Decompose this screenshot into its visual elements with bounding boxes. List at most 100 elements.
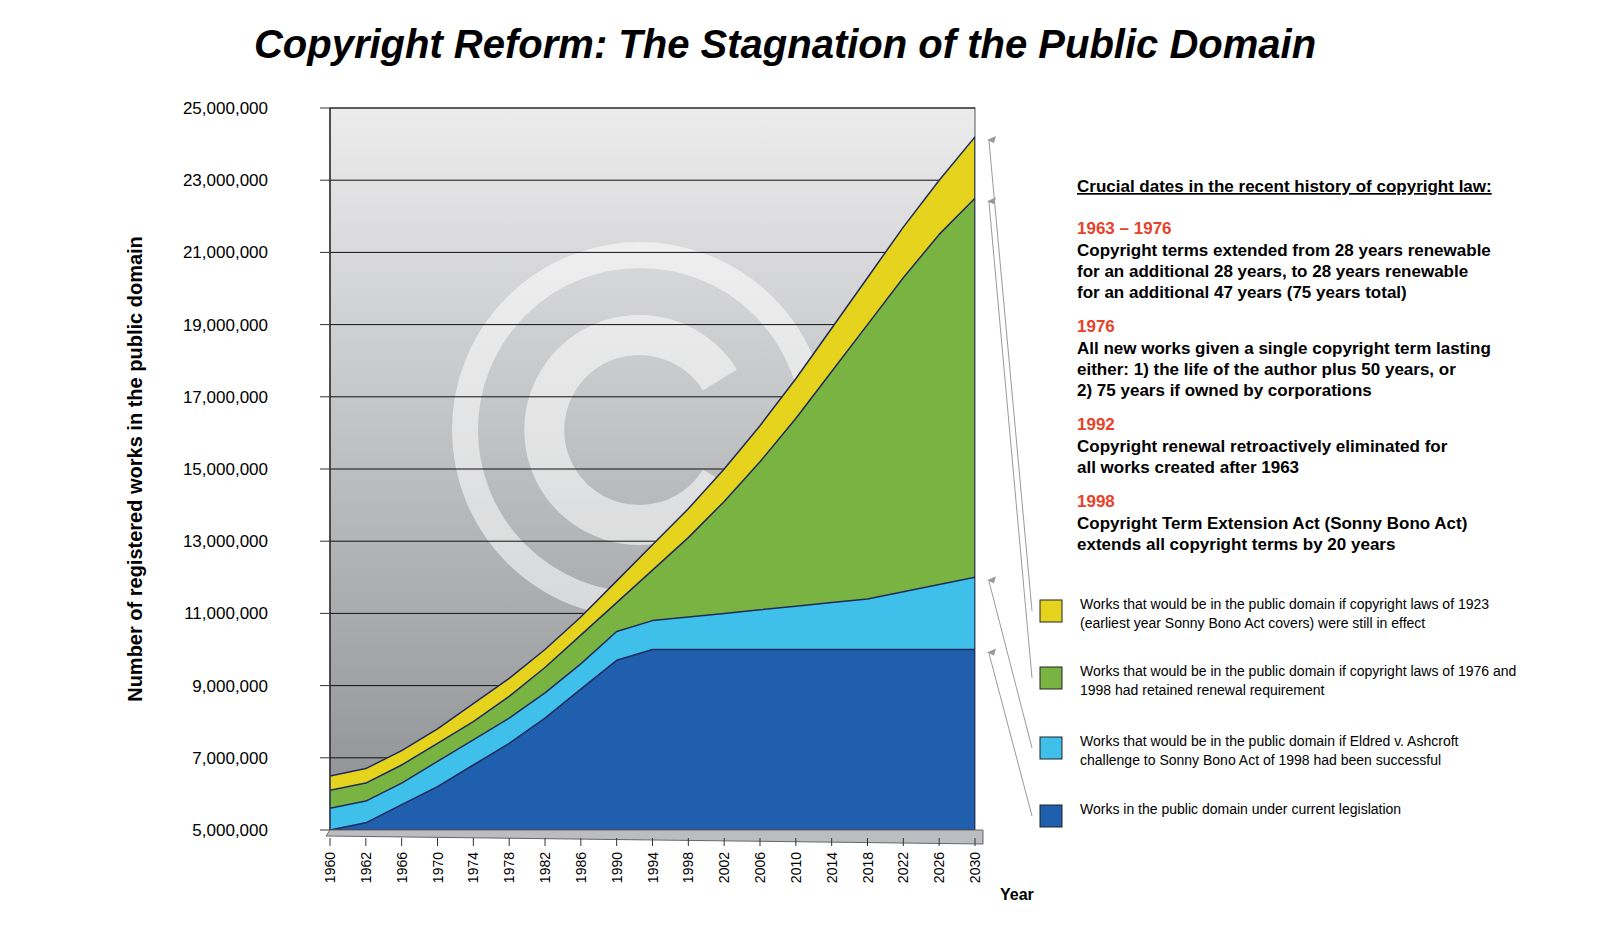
y-tick-label: 21,000,000	[183, 243, 268, 262]
tick-mark	[320, 180, 330, 181]
tick-mark	[903, 838, 904, 846]
leader-arrow	[987, 649, 996, 656]
watermark	[544, 335, 720, 525]
tick-mark	[320, 685, 330, 686]
tick-mark	[580, 838, 581, 846]
x-tick-label: 1970	[430, 852, 446, 883]
annotation-text: Copyright renewal retroactively eliminat…	[1077, 437, 1448, 456]
grid-line	[330, 252, 975, 253]
legend-label: Works that would be in the public domain…	[1080, 596, 1489, 631]
annotation-text: Copyright terms extended from 28 years r…	[1077, 241, 1491, 260]
tick-mark	[320, 613, 330, 614]
x-tick-label: 2010	[788, 852, 804, 883]
tick-mark	[760, 838, 761, 846]
x-tick-label: 1960	[322, 852, 338, 883]
tick-mark	[473, 838, 474, 846]
y-tick-label: 9,000,000	[192, 677, 268, 696]
legend-label: Works that would be in the public domain…	[1080, 663, 1516, 698]
chart: Copyright Reform: The Stagnation of the …	[0, 0, 1600, 942]
y-axis	[329, 108, 331, 830]
annotation-text: for an additional 28 years, to 28 years …	[1077, 262, 1468, 281]
y-tick-label: 5,000,000	[192, 821, 268, 840]
tick-mark	[652, 838, 653, 846]
leader-arrow	[987, 136, 996, 143]
y-tick-label: 25,000,000	[183, 99, 268, 118]
x-tick-label: 1986	[573, 852, 589, 883]
annotation-text: All new works given a single copyright t…	[1077, 339, 1491, 358]
tick-mark	[795, 838, 796, 846]
leader-line	[989, 654, 1032, 817]
area	[330, 577, 975, 830]
x-tick-label: 2006	[752, 852, 768, 883]
x-tick-label: 1990	[609, 852, 625, 883]
x-tick-label: 1994	[645, 852, 661, 883]
tick-mark	[320, 757, 330, 758]
leader-arrow	[987, 197, 996, 204]
y-tick-label: 13,000,000	[183, 532, 268, 551]
legend-line: 1998 had retained renewal requirement	[1080, 682, 1324, 698]
leader-line	[989, 141, 1032, 611]
tick-mark	[975, 838, 976, 846]
x-tick-label: 1966	[394, 852, 410, 883]
legend-label: Works in the public domain under current…	[1080, 801, 1401, 817]
tick-mark	[616, 838, 617, 846]
areas	[330, 137, 975, 830]
x-tick-label: 2030	[967, 852, 983, 883]
legend-line: Works in the public domain under current…	[1080, 801, 1401, 817]
tick-mark	[320, 324, 330, 325]
legend-swatch	[1040, 667, 1062, 689]
annotation-text: either: 1) the life of the author plus 5…	[1077, 360, 1456, 379]
y-tick-label: 11,000,000	[184, 604, 268, 623]
annotation-text: Copyright Term Extension Act (Sonny Bono…	[1077, 514, 1467, 533]
tick-mark	[831, 838, 832, 846]
tick-mark	[867, 838, 868, 846]
x-tick-label: 2018	[860, 852, 876, 883]
tick-mark	[724, 838, 725, 846]
plot-background	[330, 108, 975, 830]
annotation-date: 1976	[1077, 317, 1115, 336]
leader-arrow	[987, 576, 996, 583]
legend-line: Works that would be in the public domain…	[1080, 733, 1459, 749]
annotation-text: for an additional 47 years (75 years tot…	[1077, 283, 1407, 302]
x-tick-label: 2002	[716, 852, 732, 883]
legend-swatch	[1040, 805, 1062, 827]
tick-mark	[320, 252, 330, 253]
x-tick-label: 2026	[931, 852, 947, 883]
floor	[326, 830, 983, 844]
grid-line	[330, 108, 975, 109]
x-tick-label: 1982	[537, 852, 553, 883]
tick-mark	[320, 469, 330, 470]
area	[330, 650, 975, 831]
annotation-date: 1998	[1077, 492, 1115, 511]
leader-line	[989, 581, 1032, 748]
x-tick-label: 1974	[465, 852, 481, 883]
x-tick-label: 1998	[680, 852, 696, 883]
y-tick-label: 19,000,000	[183, 316, 268, 335]
legend-swatch	[1040, 737, 1062, 759]
tick-mark	[320, 541, 330, 542]
tick-mark	[320, 396, 330, 397]
tick-mark	[437, 838, 438, 846]
tick-mark	[688, 838, 689, 846]
y-axis-label: Number of registered works in the public…	[124, 236, 146, 702]
annotation-date: 1963 – 1976	[1077, 219, 1172, 238]
legend-line: (earliest year Sonny Bono Act covers) we…	[1080, 615, 1425, 631]
annotation-text: all works created after 1963	[1077, 458, 1299, 477]
y-tick-label: 15,000,000	[183, 460, 268, 479]
tick-mark	[939, 838, 940, 846]
annotation-date: 1992	[1077, 415, 1115, 434]
y-tick-label: 7,000,000	[192, 749, 268, 768]
x-axis-label: Year	[1000, 886, 1034, 903]
tick-mark	[330, 838, 331, 846]
legend-line: Works that would be in the public domain…	[1080, 596, 1489, 612]
legend-swatch	[1040, 600, 1062, 622]
tick-mark	[320, 108, 330, 109]
annotation-heading: Crucial dates in the recent history of c…	[1077, 177, 1492, 196]
area	[330, 198, 975, 830]
x-tick-label: 2014	[824, 852, 840, 883]
area	[330, 137, 975, 830]
tick-mark	[320, 830, 330, 831]
legend-line: challenge to Sonny Bono Act of 1998 had …	[1080, 752, 1441, 768]
y-tick-label: 17,000,000	[183, 388, 268, 407]
tick-mark	[401, 838, 402, 846]
